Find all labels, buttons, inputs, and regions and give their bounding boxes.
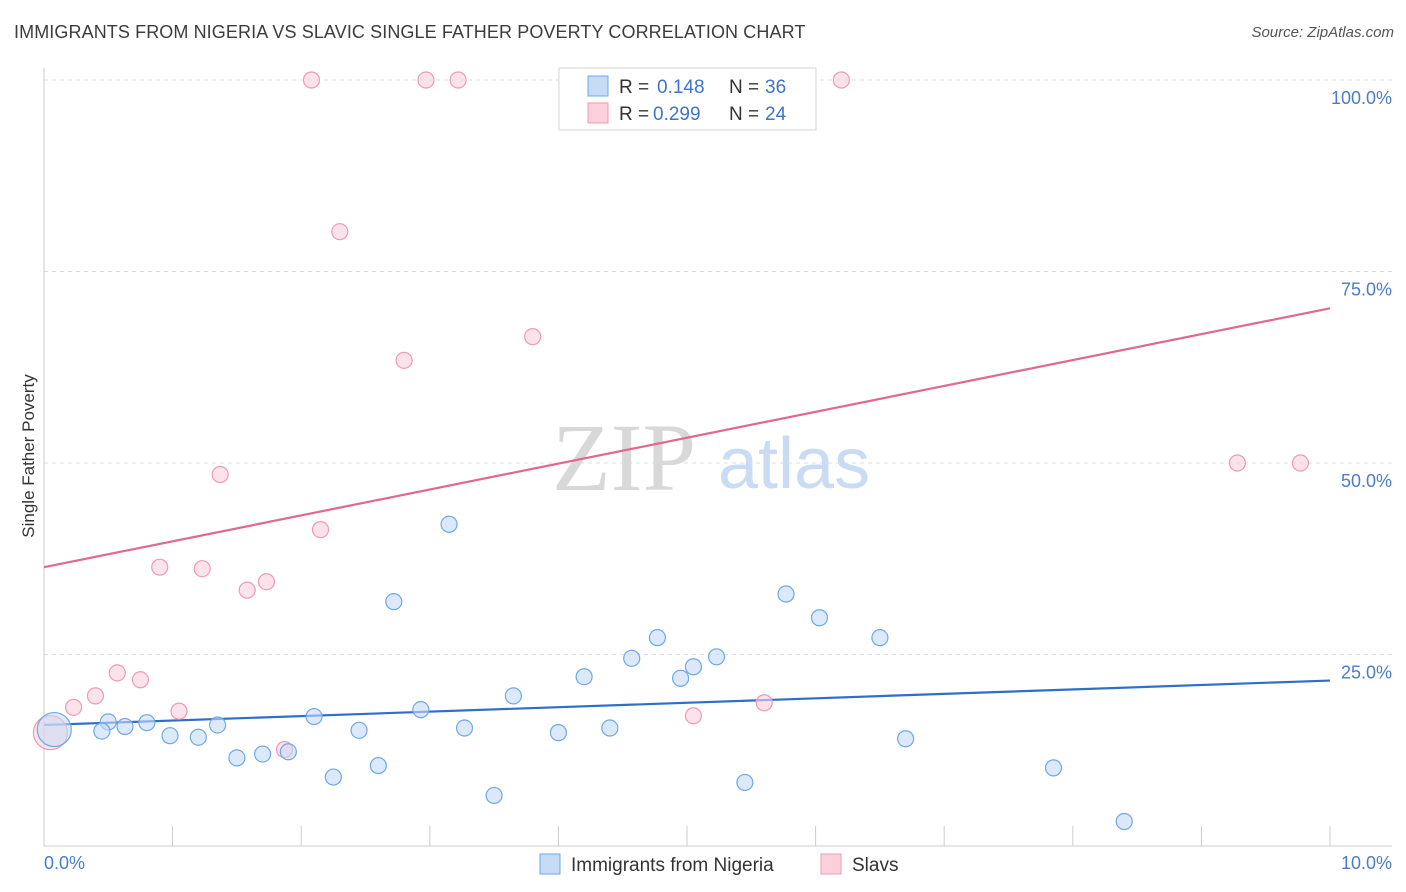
data-point-nigeria [93, 722, 111, 740]
data-point-slavs [170, 702, 188, 720]
data-point-nigeria [601, 719, 619, 737]
data-point-nigeria [228, 749, 246, 767]
bottom-legend-label-slavs: Slavs [852, 855, 898, 876]
data-point-slavs [131, 671, 150, 689]
data-point-slavs [1228, 454, 1247, 472]
data-point-nigeria [648, 629, 667, 647]
legend-n-label-slavs: N = [729, 104, 759, 125]
data-point-nigeria [575, 668, 593, 686]
data-point-nigeria [1115, 812, 1133, 831]
data-point-nigeria [305, 707, 323, 726]
data-point-slavs [257, 573, 276, 591]
data-point-nigeria [279, 743, 297, 761]
bottom-legend-swatch-slavs [820, 853, 842, 875]
data-point-nigeria [36, 711, 72, 748]
data-point-nigeria [455, 719, 474, 737]
chart-source: Source: ZipAtlas.com [1251, 24, 1394, 41]
data-point-nigeria [684, 658, 703, 676]
bottom-legend-label-nigeria: Immigrants from Nigeria [571, 855, 774, 876]
data-point-nigeria [623, 649, 641, 667]
data-point-nigeria [736, 773, 754, 792]
legend-n-value-nigeria: 36 [765, 77, 786, 98]
data-point-slavs [64, 698, 83, 716]
y-tick-label: 25.0% [1341, 663, 1392, 683]
grid-lines [44, 79, 1392, 655]
data-point-slavs [755, 694, 773, 712]
watermark-atlas: atlas [718, 424, 870, 504]
data-point-slavs [417, 71, 435, 89]
bottom-legend-swatch-nigeria [539, 853, 561, 875]
y-axis-label: Single Father Poverty [19, 374, 38, 538]
data-point-nigeria [350, 721, 368, 739]
y-tick-label: 100.0% [1331, 88, 1392, 108]
data-point-slavs [193, 560, 211, 578]
x-tick-label-min: 0.0% [44, 853, 85, 873]
data-point-slavs [1291, 454, 1310, 472]
watermark-zip: ZIP [552, 404, 696, 511]
data-point-nigeria [897, 730, 915, 748]
data-point-nigeria [810, 609, 829, 627]
data-point-slavs [238, 581, 256, 599]
y-tick-label: 50.0% [1341, 471, 1392, 491]
data-point-slavs [832, 71, 850, 89]
trend-line-slavs [43, 307, 1331, 569]
data-point-nigeria [1044, 759, 1063, 777]
data-point-slavs [524, 328, 542, 346]
legend-r-value-slavs: 0.299 [653, 104, 701, 125]
data-point-nigeria [504, 687, 522, 705]
legend-r-label-nigeria: R = [619, 77, 649, 98]
y-tick-label: 75.0% [1341, 280, 1392, 300]
data-point-slavs [311, 521, 330, 539]
data-point-nigeria [254, 745, 272, 763]
data-point-slavs [449, 71, 467, 89]
data-point-nigeria [440, 515, 458, 533]
data-point-slavs [684, 707, 703, 725]
legend-n-label-nigeria: N = [729, 77, 759, 98]
data-point-slavs [302, 71, 321, 89]
data-point-nigeria [116, 717, 134, 736]
data-point-nigeria [671, 669, 690, 687]
watermark: ZIP atlas [552, 404, 870, 511]
data-points [32, 71, 1310, 831]
data-point-nigeria [871, 629, 889, 647]
data-point-nigeria [412, 701, 430, 719]
legend-r-label-slavs: R = [619, 104, 649, 125]
data-point-slavs [108, 664, 126, 682]
legend-swatch-nigeria [587, 75, 609, 97]
data-point-nigeria [209, 716, 227, 734]
y-tick-labels: 25.0% 50.0% 75.0% 100.0% [1331, 88, 1392, 683]
data-point-nigeria [385, 593, 403, 611]
data-point-nigeria [707, 648, 726, 666]
x-tick-label-max: 10.0% [1341, 853, 1392, 873]
data-point-nigeria [549, 724, 568, 742]
chart-title: IMMIGRANTS FROM NIGERIA VS SLAVIC SINGLE… [14, 22, 806, 42]
data-point-nigeria [777, 585, 795, 603]
legend-swatch-slavs [587, 102, 609, 124]
bottom-legend: Immigrants from Nigeria Slavs [539, 853, 898, 876]
x-ticks [172, 826, 1331, 846]
data-point-slavs [211, 465, 229, 484]
data-point-nigeria [324, 768, 342, 786]
data-point-slavs [86, 687, 105, 705]
data-point-slavs [151, 558, 169, 576]
data-point-slavs [331, 223, 349, 241]
legend-r-value-nigeria: 0.148 [657, 77, 705, 98]
data-point-slavs [395, 351, 413, 369]
legend: R = 0.148 N = 36 R = 0.299 N = 24 [558, 67, 817, 131]
data-point-nigeria [189, 728, 207, 746]
trend-line-nigeria [43, 679, 1331, 727]
data-point-nigeria [369, 756, 387, 775]
trend-lines [43, 307, 1331, 727]
data-point-nigeria [138, 714, 156, 732]
data-point-nigeria [161, 727, 179, 745]
data-point-nigeria [485, 786, 503, 805]
legend-n-value-slavs: 24 [765, 104, 787, 125]
